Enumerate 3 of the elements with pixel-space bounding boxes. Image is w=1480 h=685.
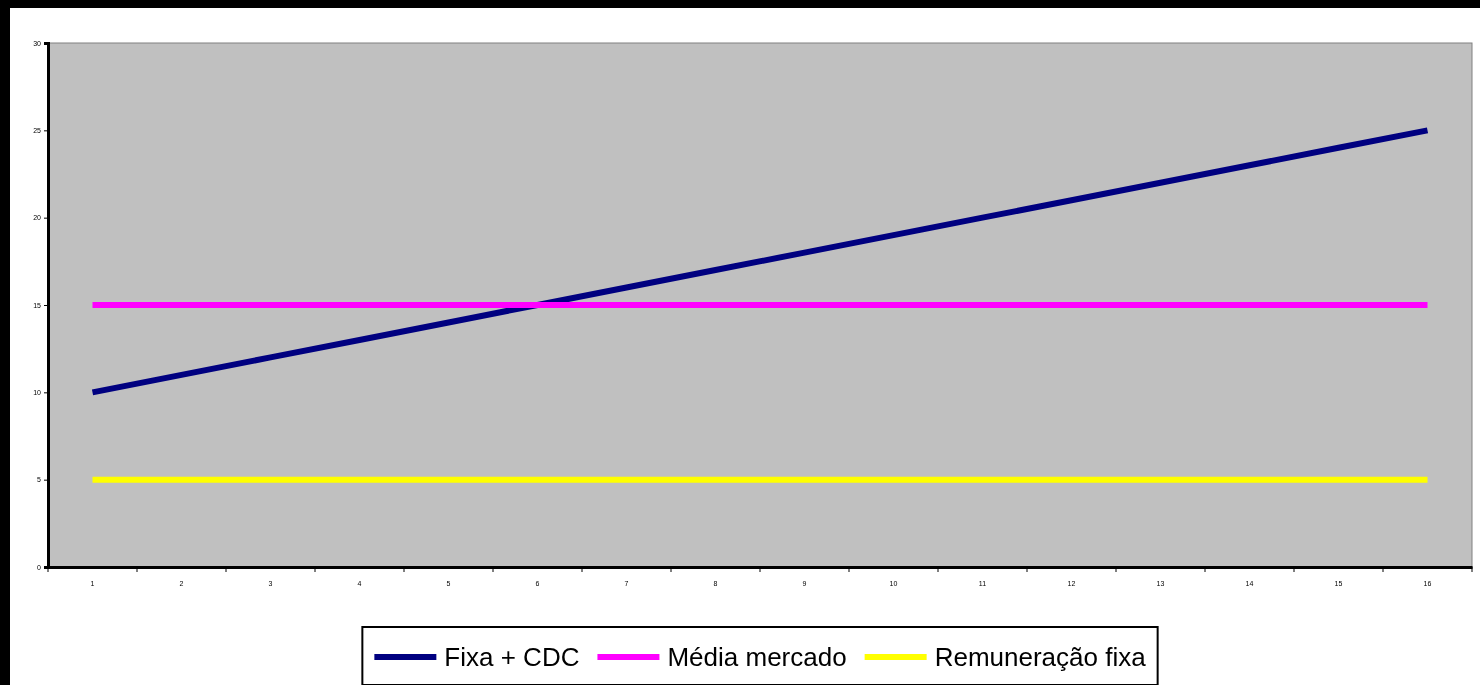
legend-label: Fixa + CDC (444, 642, 580, 672)
legend-label: Média mercado (667, 642, 847, 672)
legend-label: Remuneração fixa (934, 642, 1147, 672)
